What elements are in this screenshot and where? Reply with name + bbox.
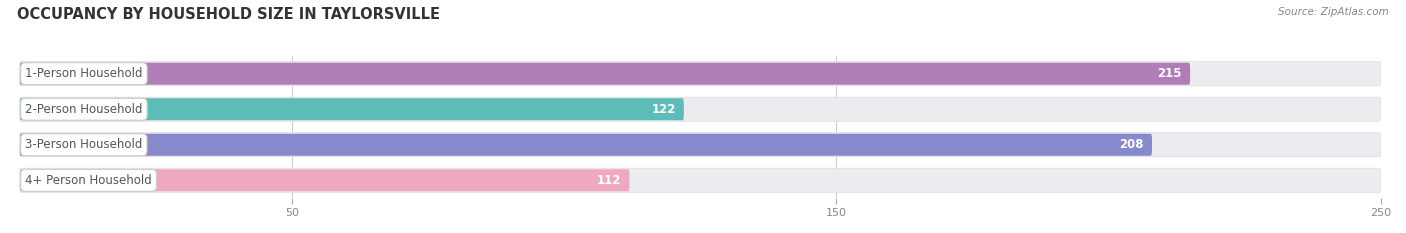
Text: 2-Person Household: 2-Person Household [25,103,142,116]
Text: 122: 122 [651,103,676,116]
FancyBboxPatch shape [20,97,1381,121]
FancyBboxPatch shape [20,98,683,120]
Text: 3-Person Household: 3-Person Household [25,138,142,151]
Text: 1-Person Household: 1-Person Household [25,67,142,80]
FancyBboxPatch shape [20,62,1381,86]
FancyBboxPatch shape [20,169,630,191]
FancyBboxPatch shape [20,168,1381,192]
Text: OCCUPANCY BY HOUSEHOLD SIZE IN TAYLORSVILLE: OCCUPANCY BY HOUSEHOLD SIZE IN TAYLORSVI… [17,7,440,22]
FancyBboxPatch shape [20,63,1189,85]
FancyBboxPatch shape [20,133,1381,157]
Text: 215: 215 [1157,67,1182,80]
Text: 112: 112 [598,174,621,187]
FancyBboxPatch shape [20,134,1152,156]
Text: Source: ZipAtlas.com: Source: ZipAtlas.com [1278,7,1389,17]
Text: 4+ Person Household: 4+ Person Household [25,174,152,187]
Text: 208: 208 [1119,138,1144,151]
